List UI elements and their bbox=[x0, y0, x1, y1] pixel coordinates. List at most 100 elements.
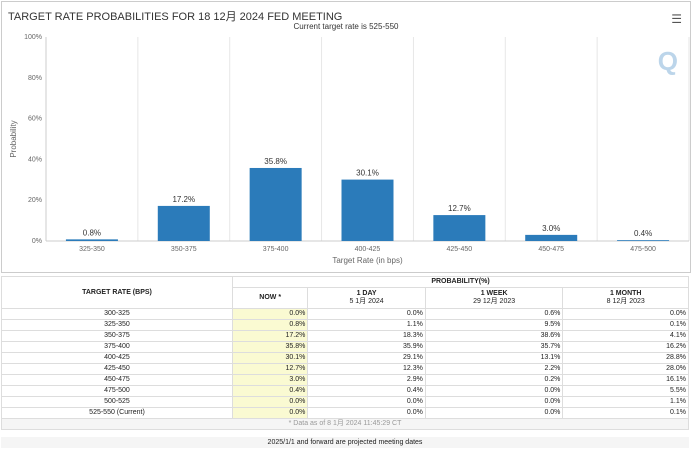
y-tick-label: 20% bbox=[28, 197, 42, 204]
y-tick-label: 0% bbox=[32, 238, 42, 245]
probability-cell: 4.1% bbox=[562, 330, 689, 342]
probability-cell: 0.8% bbox=[231, 319, 309, 331]
probability-cell: 12.7% bbox=[231, 363, 309, 375]
bar bbox=[249, 167, 302, 241]
table-row: 375-400 35.8% 35.9% 35.7% 16.2% bbox=[1, 341, 689, 353]
data-label: 12.7% bbox=[448, 204, 471, 213]
probability-cell: 2.9% bbox=[307, 374, 426, 386]
probability-cell: 13.1% bbox=[424, 352, 564, 364]
chart-title: TARGET RATE PROBABILITIES FOR 18 12月 202… bbox=[8, 11, 343, 23]
x-tick-label: 400-425 bbox=[355, 246, 381, 253]
probability-cell: 0.0% bbox=[307, 396, 426, 408]
probability-cell: 5.5% bbox=[562, 385, 689, 397]
table-row: 325-350 0.8% 1.1% 9.5% 0.1% bbox=[1, 319, 689, 331]
probability-cell: 0.0% bbox=[424, 407, 564, 419]
probability-cell: 17.2% bbox=[231, 330, 309, 342]
rate-cell: 500-525 bbox=[1, 396, 233, 408]
probability-cell: 30.1% bbox=[231, 352, 309, 364]
y-tick-label: 60% bbox=[28, 116, 42, 123]
probability-cell: 0.0% bbox=[424, 385, 564, 397]
hamburger-icon[interactable]: ☰ bbox=[671, 12, 682, 26]
header-label: NOW * bbox=[259, 294, 282, 301]
x-tick-label: 325-350 bbox=[79, 246, 105, 253]
header-1-day: 1 DAY 5 1月 2024 bbox=[307, 287, 426, 309]
projection-note: 2025/1/1 and forward are projected meeti… bbox=[1, 437, 689, 448]
data-timestamp: * Data as of 8 1月 2024 11:45:29 CT bbox=[1, 418, 689, 430]
probability-cell: 35.8% bbox=[231, 341, 309, 353]
probability-cell: 1.1% bbox=[562, 396, 689, 408]
data-label: 0.8% bbox=[83, 228, 101, 237]
probability-cell: 0.0% bbox=[231, 407, 309, 419]
bar bbox=[341, 179, 394, 241]
chart-subtitle: Current target rate is 525-550 bbox=[293, 22, 399, 31]
rate-cell: 375-400 bbox=[1, 341, 233, 353]
data-label: 17.2% bbox=[172, 195, 195, 204]
probability-cell: 3.0% bbox=[231, 374, 309, 386]
probability-cell: 18.3% bbox=[307, 330, 426, 342]
rate-cell: 475-500 bbox=[1, 385, 233, 397]
header-date: 8 12月 2023 bbox=[606, 298, 645, 305]
probability-cell: 0.0% bbox=[562, 308, 689, 320]
rate-cell: 325-350 bbox=[1, 319, 233, 331]
logo: Q bbox=[657, 46, 678, 76]
probability-cell: 16.2% bbox=[562, 341, 689, 353]
probability-cell: 2.2% bbox=[424, 363, 564, 375]
probability-cell: 9.5% bbox=[424, 319, 564, 331]
rate-cell: 400-425 bbox=[1, 352, 233, 364]
probability-cell: 0.1% bbox=[562, 407, 689, 419]
y-tick-label: 80% bbox=[28, 75, 42, 82]
probability-cell: 29.1% bbox=[307, 352, 426, 364]
x-axis-label: Target Rate (in bps) bbox=[332, 256, 403, 265]
table-row: 350-375 17.2% 18.3% 38.6% 4.1% bbox=[1, 330, 689, 342]
probability-cell: 0.4% bbox=[231, 385, 309, 397]
y-tick-label: 100% bbox=[24, 34, 42, 41]
bar bbox=[65, 239, 118, 241]
chart-panel: TARGET RATE PROBABILITIES FOR 18 12月 202… bbox=[1, 1, 691, 273]
rate-cell: 425-450 bbox=[1, 363, 233, 375]
probability-cell: 38.6% bbox=[424, 330, 564, 342]
probability-cell: 16.1% bbox=[562, 374, 689, 386]
header-label: 1 WEEK bbox=[480, 290, 508, 297]
x-tick-label: 450-475 bbox=[538, 246, 564, 253]
bar bbox=[433, 215, 486, 241]
rate-cell: 350-375 bbox=[1, 330, 233, 342]
probability-cell: 0.0% bbox=[307, 308, 426, 320]
bar bbox=[157, 205, 210, 241]
probability-cell: 35.9% bbox=[307, 341, 426, 353]
bar bbox=[525, 234, 578, 241]
header-label: 1 DAY bbox=[356, 290, 377, 297]
probability-cell: 0.6% bbox=[424, 308, 564, 320]
probability-cell: 28.0% bbox=[562, 363, 689, 375]
header-now: NOW * bbox=[231, 287, 309, 309]
bar bbox=[617, 240, 670, 241]
table-row: 400-425 30.1% 29.1% 13.1% 28.8% bbox=[1, 352, 689, 364]
probability-cell: 0.0% bbox=[424, 396, 564, 408]
header-date: 5 1月 2024 bbox=[349, 298, 384, 305]
probability-cell: 0.0% bbox=[231, 308, 309, 320]
table-row: 525-550 (Current) 0.0% 0.0% 0.0% 0.1% bbox=[1, 407, 689, 419]
data-label: 3.0% bbox=[542, 224, 560, 233]
probability-cell: 28.8% bbox=[562, 352, 689, 364]
rate-cell: 300-325 bbox=[1, 308, 233, 320]
header-probability: PROBABILITY(%) bbox=[232, 276, 689, 288]
rate-cell: 450-475 bbox=[1, 374, 233, 386]
probability-cell: 12.3% bbox=[307, 363, 426, 375]
header-1-month: 1 MONTH 8 12月 2023 bbox=[562, 287, 689, 309]
probability-cell: 0.1% bbox=[562, 319, 689, 331]
x-tick-label: 350-375 bbox=[171, 246, 197, 253]
header-label: 1 MONTH bbox=[609, 290, 642, 297]
x-tick-label: 425-450 bbox=[447, 246, 473, 253]
data-label: 35.8% bbox=[264, 157, 287, 166]
header-1-week: 1 WEEK 29 12月 2023 bbox=[424, 287, 564, 309]
table-row: 500-525 0.0% 0.0% 0.0% 1.1% bbox=[1, 396, 689, 408]
probability-cell: 0.4% bbox=[307, 385, 426, 397]
data-label: 0.4% bbox=[634, 229, 652, 238]
table-row: 475-500 0.4% 0.4% 0.0% 5.5% bbox=[1, 385, 689, 397]
table-row: 425-450 12.7% 12.3% 2.2% 28.0% bbox=[1, 363, 689, 375]
probability-cell: 0.2% bbox=[424, 374, 564, 386]
bar-chart: 0% 20% 40% 60% 80% 100% Probability Target Rate… bbox=[9, 34, 690, 265]
header-target-rate: TARGET RATE (BPS) bbox=[1, 276, 233, 309]
probability-cell: 35.7% bbox=[424, 341, 564, 353]
probability-cell: 0.0% bbox=[231, 396, 309, 408]
x-tick-label: 475-500 bbox=[630, 246, 656, 253]
